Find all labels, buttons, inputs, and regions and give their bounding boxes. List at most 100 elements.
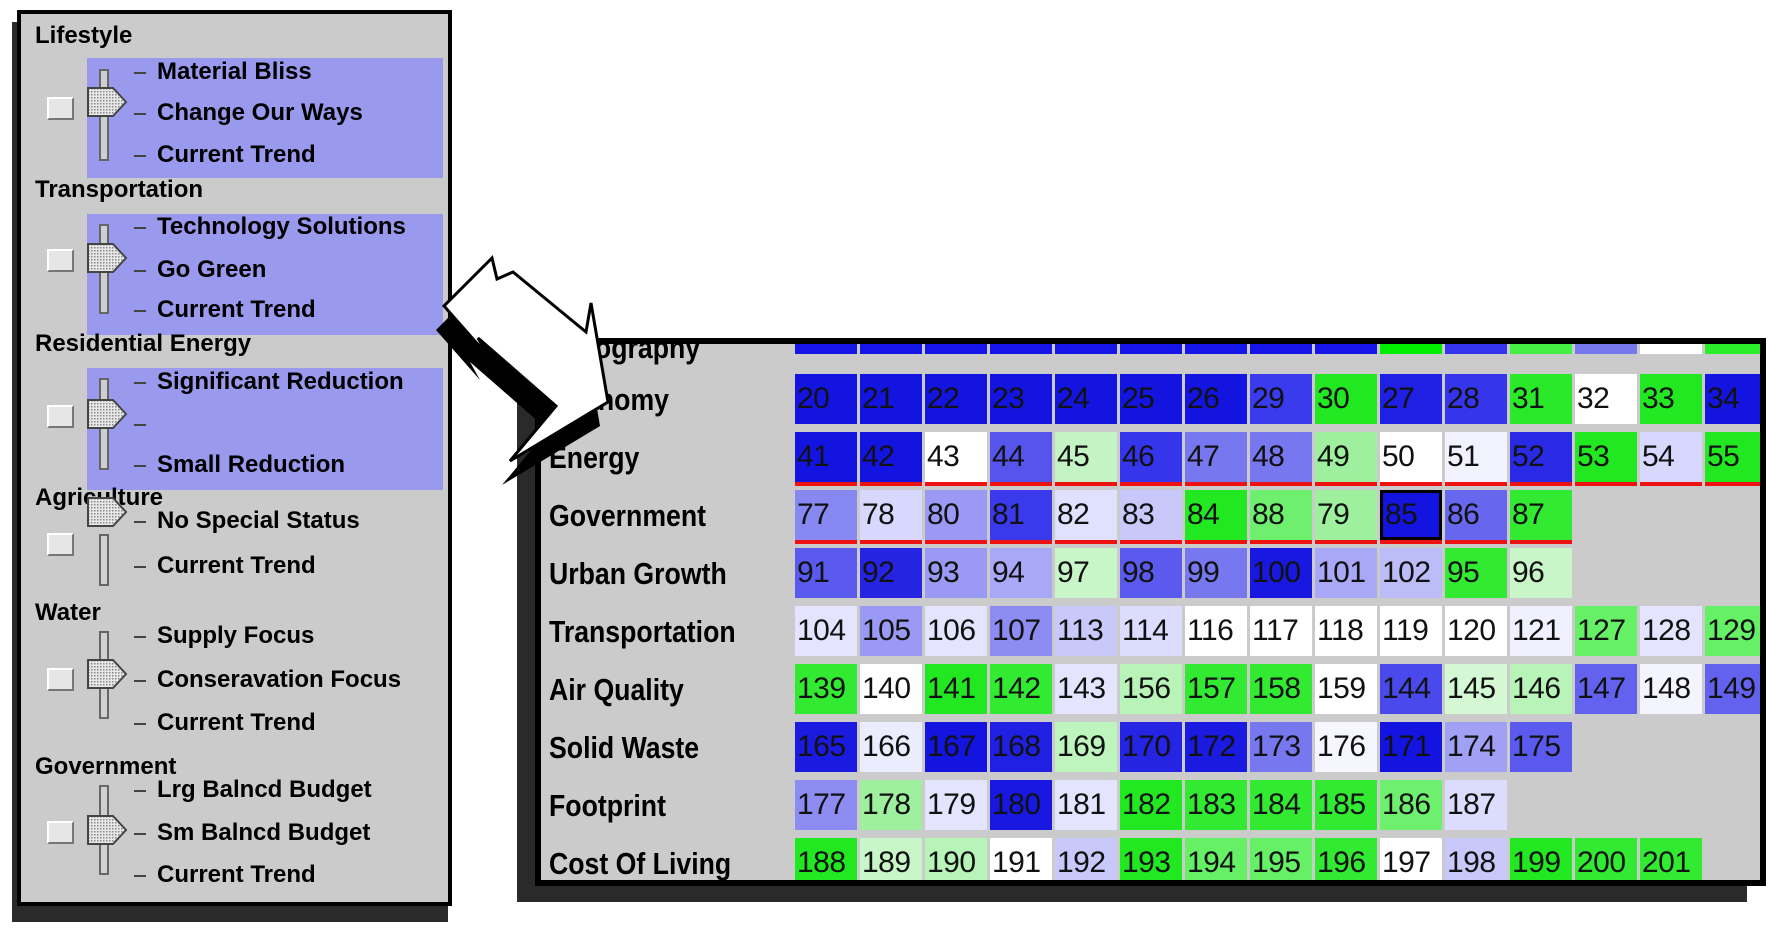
heatmap-cell[interactable]: 165: [795, 722, 857, 772]
slider-option-label[interactable]: Conseravation Focus: [157, 666, 402, 693]
slider-option-label[interactable]: Current Trend: [157, 552, 316, 579]
heatmap-cell[interactable]: 85: [1380, 490, 1442, 540]
heatmap-cell[interactable]: 188: [795, 838, 857, 880]
heatmap-cell[interactable]: 184: [1250, 780, 1312, 830]
slider-option-label[interactable]: Lrg Balncd Budget: [157, 776, 372, 803]
heatmap-cell[interactable]: 78: [860, 490, 922, 540]
heatmap-cell[interactable]: 180: [990, 780, 1052, 830]
heatmap-cell[interactable]: 48: [1250, 432, 1312, 482]
heatmap-cell[interactable]: 30: [1315, 374, 1377, 424]
heatmap-cell[interactable]: 97: [1055, 548, 1117, 598]
heatmap-cell[interactable]: 93: [925, 548, 987, 598]
heatmap-cell[interactable]: 148: [1640, 664, 1702, 714]
heatmap-cell[interactable]: 25: [1120, 374, 1182, 424]
heatmap-cell[interactable]: 26: [1185, 374, 1247, 424]
heatmap-cell[interactable]: 127: [1575, 606, 1637, 656]
heatmap-cell[interactable]: 143: [1055, 664, 1117, 714]
heatmap-cell[interactable]: 41: [795, 432, 857, 482]
heatmap-cell[interactable]: 55: [1705, 432, 1760, 482]
heatmap-cell[interactable]: 119: [1380, 606, 1442, 656]
heatmap-cell[interactable]: 190: [925, 838, 987, 880]
heatmap-cell[interactable]: 29: [1250, 374, 1312, 424]
heatmap-cell[interactable]: 178: [860, 780, 922, 830]
heatmap-cell[interactable]: 20: [795, 374, 857, 424]
heatmap-cell[interactable]: 51: [1445, 432, 1507, 482]
heatmap-cell[interactable]: 189: [860, 838, 922, 880]
heatmap-cell[interactable]: 173: [1250, 722, 1312, 772]
slider-option-label[interactable]: Current Trend: [157, 861, 316, 888]
heatmap-cell[interactable]: 175: [1510, 722, 1572, 772]
heatmap-cell[interactable]: 117: [1250, 606, 1312, 656]
heatmap-cell[interactable]: 166: [860, 722, 922, 772]
heatmap-cell[interactable]: 91: [795, 548, 857, 598]
heatmap-cell[interactable]: 168: [990, 722, 1052, 772]
heatmap-cell[interactable]: 141: [925, 664, 987, 714]
heatmap-cell[interactable]: 49: [1315, 432, 1377, 482]
heatmap-cell[interactable]: 21: [860, 374, 922, 424]
heatmap-cell[interactable]: 104: [795, 606, 857, 656]
heatmap-cell[interactable]: 84: [1185, 490, 1247, 540]
heatmap-cell[interactable]: 114: [1120, 606, 1182, 656]
heatmap-cell[interactable]: 44: [990, 432, 1052, 482]
heatmap-cell[interactable]: 182: [1120, 780, 1182, 830]
heatmap-cell[interactable]: 33: [1640, 374, 1702, 424]
heatmap-cell[interactable]: 198: [1445, 838, 1507, 880]
heatmap-cell[interactable]: 32: [1575, 374, 1637, 424]
heatmap-cell[interactable]: 181: [1055, 780, 1117, 830]
heatmap-cell[interactable]: 183: [1185, 780, 1247, 830]
heatmap-cell[interactable]: 201: [1640, 838, 1702, 880]
heatmap-cell[interactable]: 157: [1185, 664, 1247, 714]
heatmap-cell[interactable]: 156: [1120, 664, 1182, 714]
heatmap-cell[interactable]: 42: [860, 432, 922, 482]
heatmap-cell[interactable]: 23: [990, 374, 1052, 424]
heatmap-cell[interactable]: 149: [1705, 664, 1760, 714]
heatmap-cell[interactable]: 121: [1510, 606, 1572, 656]
heatmap-cell[interactable]: 82: [1055, 490, 1117, 540]
heatmap-cell[interactable]: 83: [1120, 490, 1182, 540]
heatmap-cell[interactable]: 46: [1120, 432, 1182, 482]
heatmap-cell[interactable]: 92: [860, 548, 922, 598]
heatmap-cell[interactable]: 171: [1380, 722, 1442, 772]
slider-option-label[interactable]: No Special Status: [157, 507, 360, 534]
slider-option-label[interactable]: Sm Balncd Budget: [157, 819, 371, 846]
slider-thumb-icon[interactable]: [85, 397, 129, 431]
heatmap-cell[interactable]: 193: [1120, 838, 1182, 880]
heatmap-cell[interactable]: 95: [1445, 548, 1507, 598]
heatmap-cell[interactable]: 86: [1445, 490, 1507, 540]
slider-option-label[interactable]: Change Our Ways: [157, 99, 363, 126]
heatmap-cell[interactable]: 158: [1250, 664, 1312, 714]
slider-thumb-icon[interactable]: [85, 657, 129, 691]
heatmap-cell[interactable]: 101: [1315, 548, 1377, 598]
heatmap-cell[interactable]: 94: [990, 548, 1052, 598]
section-checkbox[interactable]: [47, 821, 74, 844]
heatmap-cell[interactable]: 24: [1055, 374, 1117, 424]
heatmap-cell[interactable]: 53: [1575, 432, 1637, 482]
heatmap-cell[interactable]: 47: [1185, 432, 1247, 482]
heatmap-cell[interactable]: 107: [990, 606, 1052, 656]
heatmap-cell[interactable]: 142: [990, 664, 1052, 714]
slider-thumb-icon[interactable]: [85, 495, 129, 529]
heatmap-cell[interactable]: 128: [1640, 606, 1702, 656]
heatmap-cell[interactable]: 43: [925, 432, 987, 482]
section-checkbox[interactable]: [47, 405, 74, 428]
heatmap-cell[interactable]: 80: [925, 490, 987, 540]
slider-option-label[interactable]: Current Trend: [157, 709, 316, 736]
heatmap-cell[interactable]: 195: [1250, 838, 1312, 880]
slider-option-label[interactable]: Supply Focus: [157, 622, 315, 649]
section-checkbox[interactable]: [47, 668, 74, 691]
heatmap-cell[interactable]: 79: [1315, 490, 1377, 540]
slider-option-label[interactable]: Significant Reduction: [157, 368, 404, 395]
heatmap-cell[interactable]: 22: [925, 374, 987, 424]
heatmap-cell[interactable]: 179: [925, 780, 987, 830]
heatmap-cell[interactable]: 159: [1315, 664, 1377, 714]
section-checkbox[interactable]: [47, 97, 74, 120]
heatmap-cell[interactable]: 197: [1380, 838, 1442, 880]
heatmap-cell[interactable]: 147: [1575, 664, 1637, 714]
slider-track[interactable]: [99, 534, 109, 586]
section-checkbox[interactable]: [47, 249, 74, 272]
heatmap-cell[interactable]: 185: [1315, 780, 1377, 830]
heatmap-cell[interactable]: 170: [1120, 722, 1182, 772]
heatmap-cell[interactable]: 191: [990, 838, 1052, 880]
heatmap-cell[interactable]: 172: [1185, 722, 1247, 772]
heatmap-cell[interactable]: 116: [1185, 606, 1247, 656]
